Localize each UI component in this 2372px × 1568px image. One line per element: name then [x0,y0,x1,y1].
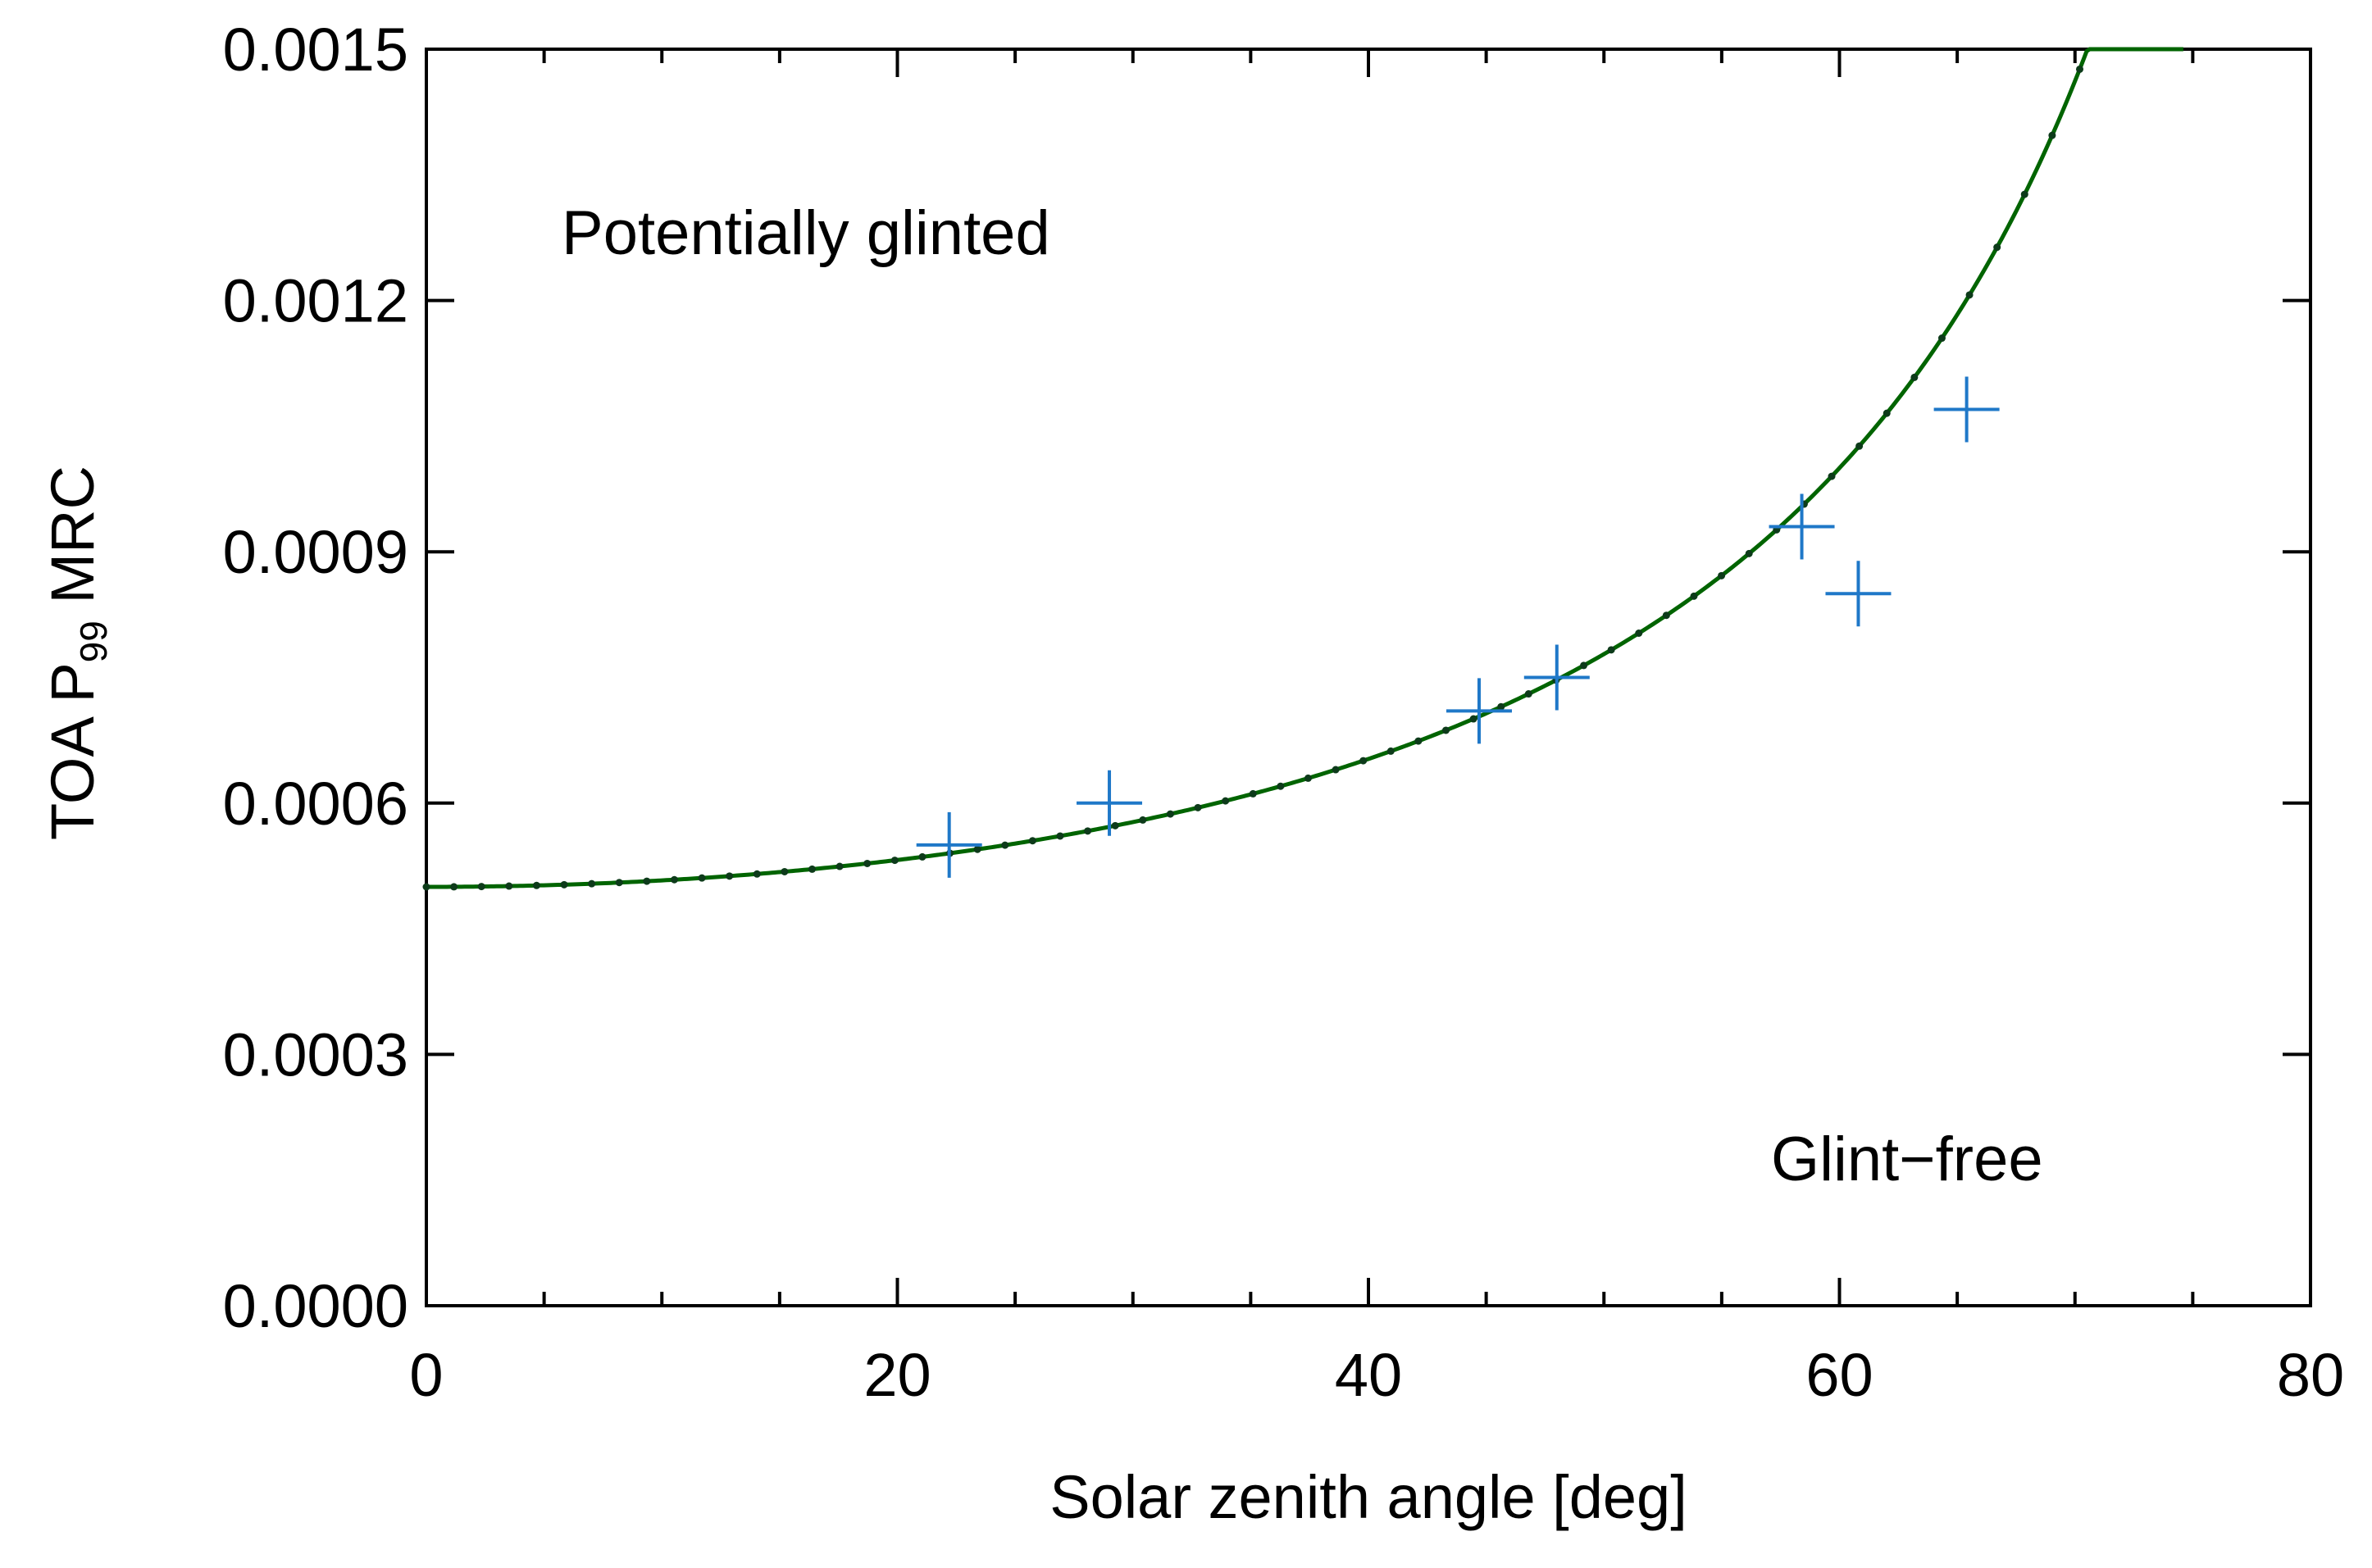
fit-curve-dot [918,852,926,861]
fit-curve-dot [1084,827,1092,835]
y-tick-label: 0.0009 [223,518,408,586]
fit-curve-dot [808,865,817,873]
fit-curve-dot [890,857,899,865]
axis-tick-labels: 0 20 40 60 80 0.0000 0.0003 0.0006 0.0009 0.0012 0… [223,16,2345,1409]
x-tick-label: 60 [1805,1341,1873,1409]
fit-curve-dot [477,883,485,891]
fit-curve-dot [532,881,540,889]
fit-curve-dot [1745,549,1753,557]
fit-curve-dot [698,874,706,882]
annotation-glint-free: Glint−free [1771,1125,2043,1194]
fit-curve-dot [1580,661,1588,670]
data-point [1523,644,1590,711]
fit-curve-dot [2048,131,2056,139]
fit-curve-dot [1524,690,1532,698]
fit-curve-dot [781,867,789,875]
fit-curve-dot [973,845,981,853]
fit-curve-dot [1277,782,1285,790]
fit-curve-dot [422,883,430,891]
fit-curve-dot [753,870,761,878]
fit-curve-dot [1855,442,1864,450]
fit-curve-dot [1332,766,1340,774]
data-point [1077,770,1143,836]
fit-curve-dot [1194,803,1202,811]
fit-curve-dot [560,880,568,889]
y-tick-label: 0.0012 [223,267,408,335]
fit-curve-dot [1662,611,1670,620]
fit-curve-dot [1635,629,1643,637]
fit-curve-dot [670,875,678,884]
fit-curve-dot [1993,243,2001,252]
fit-curve-dot [863,859,872,867]
fit-curve-dot [726,872,734,880]
fit-curve-dot [1690,592,1698,600]
y-axis-title-suffix: MRC [39,466,107,620]
fit-curve-dot [2075,65,2083,73]
fit-curve-dot [1718,571,1726,579]
fit-curve-dot [1139,816,1147,824]
fit-curve-dot [1304,774,1312,782]
data-point [1769,493,1835,560]
y-tick-label: 0.0003 [223,1020,408,1089]
x-axis-title: Solar zenith angle [deg] [1049,1463,1687,1531]
fit-curve-dot [1883,409,1891,417]
fit-curve-dot [1222,797,1230,805]
fit-curve-dot [1056,832,1064,840]
fit-curve-dot [505,882,513,890]
data-point [1446,678,1513,744]
fit-curve-dot [1249,789,1257,798]
fit-curve-dot [450,883,458,891]
annotation-potentially-glinted: Potentially glinted [562,198,1050,268]
fit-curve-dot [588,879,596,888]
x-tick-label: 80 [2277,1341,2344,1409]
y-axis-title-subscript: 99 [72,620,115,662]
fit-curve-dot [1028,837,1036,845]
fit-curve-line [426,47,2183,889]
fit-curve-dot [1965,291,1974,299]
fit-curve-dot [1910,373,1919,381]
fit-curve-dot [1469,715,1477,723]
y-axis-title: TOA P99 MRC [39,466,115,840]
data-point [916,811,982,878]
fit-curve-dot [835,862,844,870]
y-axis-title-prefix: TOA P [39,662,107,840]
fit-curve-dot [615,879,623,887]
fit-curve-dot [1442,726,1450,734]
x-tick-label: 40 [1335,1341,1402,1409]
fit-curve-dot [1607,646,1615,654]
data-point [1825,561,1892,627]
x-tick-label: 20 [863,1341,931,1409]
y-tick-label: 0.0000 [223,1272,408,1340]
y-tick-label: 0.0006 [223,770,408,838]
y-tick-label: 0.0015 [223,16,408,84]
fit-curve-group [422,47,2183,891]
fit-curve-dot [1001,841,1009,849]
axis-ticks [425,48,2312,1307]
fit-curve-dot [1828,472,1836,480]
fit-curve-dot [643,877,651,885]
fit-curve-dot [1414,737,1423,745]
fit-curve-dot [1497,702,1505,711]
fit-curve-dot [1166,810,1174,818]
data-points [916,376,2000,878]
x-tick-label: 0 [409,1341,443,1409]
fit-curve-dot [1111,821,1119,829]
data-point [1933,376,2000,443]
fit-curve-dot [1937,334,1946,343]
fit-curve-dot [1386,747,1395,755]
fit-curve-dot [1359,757,1368,765]
fit-curve-dot [2020,190,2028,198]
